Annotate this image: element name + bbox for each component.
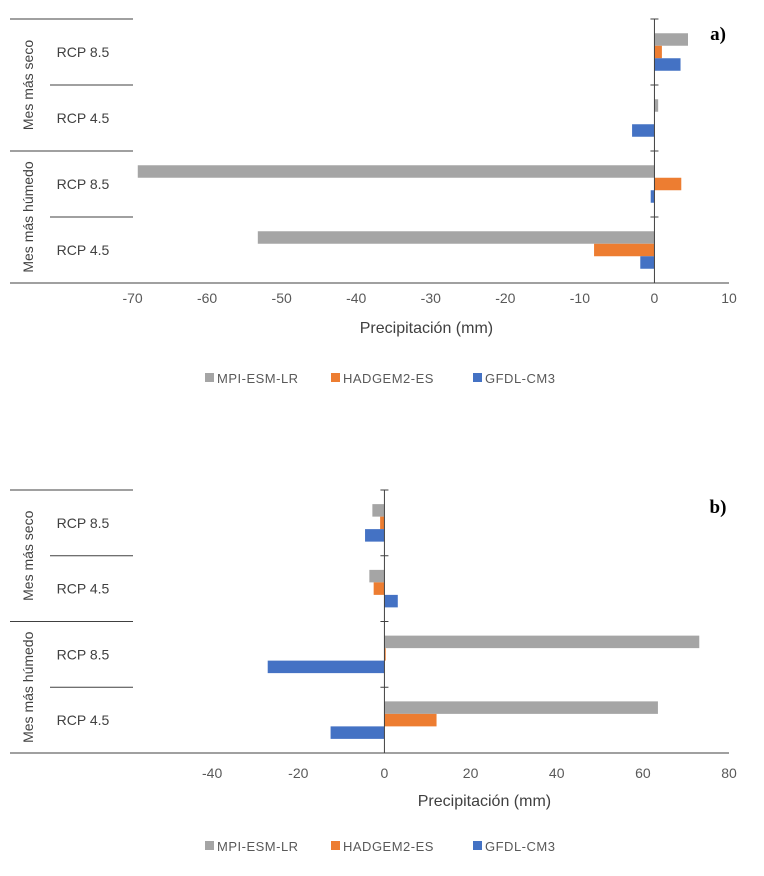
group-label-mes-mas-humedo: Mes más húmedo <box>20 631 36 742</box>
legend-label-gfdl-cm3: GFDL-CM3 <box>485 371 555 386</box>
legend-swatch-mpi-esm-lr <box>205 373 214 382</box>
legend-label-mpi-esm-lr: MPI-ESM-LR <box>217 371 299 386</box>
bar-mpi-esm-lr <box>257 231 655 244</box>
bar-gfdl-cm3 <box>650 190 655 203</box>
category-label: RCP 8.5 <box>57 176 110 192</box>
legend-swatch-gfdl-cm3 <box>473 841 482 850</box>
bar-hadgem2-es <box>654 177 682 191</box>
legend-label-mpi-esm-lr: MPI-ESM-LR <box>217 839 299 854</box>
x-tick-label: -40 <box>202 765 222 781</box>
legend-swatch-gfdl-cm3 <box>473 373 482 382</box>
category-label: RCP 8.5 <box>57 515 110 531</box>
x-tick-label: 40 <box>549 765 565 781</box>
group-label-mes-mas-seco: Mes más seco <box>20 40 36 130</box>
legend-label-hadgem2-es: HADGEM2-ES <box>343 371 434 386</box>
x-tick-label: 0 <box>381 765 389 781</box>
x-axis-title: Precipitación (mm) <box>418 793 551 810</box>
x-tick-label: -30 <box>421 290 441 306</box>
bar-gfdl-cm3 <box>632 124 655 137</box>
category-label: RCP 4.5 <box>57 581 110 597</box>
group-label-mes-mas-humedo: Mes más húmedo <box>20 161 36 272</box>
panel-label: a) <box>710 24 726 45</box>
bar-hadgem2-es <box>654 45 662 59</box>
category-label: RCP 8.5 <box>57 44 110 60</box>
x-tick-label: -50 <box>272 290 292 306</box>
category-label: RCP 4.5 <box>57 712 110 728</box>
chart-panel-b: RCP 8.5 RCP 4.5 Mes más seco RCP 8.5 RCP 4.5… <box>10 489 737 854</box>
legend-swatch-mpi-esm-lr <box>205 841 214 850</box>
bar-mpi-esm-lr <box>369 569 385 583</box>
bar-mpi-esm-lr <box>654 33 688 46</box>
x-tick-label: -20 <box>288 765 308 781</box>
bar-gfdl-cm3 <box>267 660 385 674</box>
bar-gfdl-cm3 <box>365 529 385 542</box>
bar-mpi-esm-lr <box>384 635 700 649</box>
group-label-mes-mas-seco: Mes más seco <box>20 510 36 600</box>
bar-hadgem2-es <box>373 582 385 595</box>
panel-label: b) <box>710 497 727 518</box>
bar-hadgem2-es <box>380 516 385 530</box>
x-tick-label: -70 <box>122 290 142 306</box>
bar-mpi-esm-lr <box>384 701 658 714</box>
x-axis-title: Precipitación (mm) <box>360 320 493 337</box>
bar-mpi-esm-lr <box>372 504 385 517</box>
x-tick-label: -60 <box>197 290 217 306</box>
bar-hadgem2-es <box>384 648 386 661</box>
legend-label-gfdl-cm3: GFDL-CM3 <box>485 839 555 854</box>
x-tick-label: 0 <box>651 290 659 306</box>
x-tick-label: -20 <box>495 290 515 306</box>
x-tick-label: 20 <box>463 765 479 781</box>
bar-hadgem2-es <box>384 713 437 727</box>
legend-swatch-hadgem2-es <box>331 841 340 850</box>
bar-hadgem2-es <box>594 243 655 257</box>
x-tick-label: 80 <box>721 765 737 781</box>
x-tick-label: 60 <box>635 765 651 781</box>
legend-label-hadgem2-es: HADGEM2-ES <box>343 839 434 854</box>
category-label: RCP 4.5 <box>57 242 110 258</box>
chart-panel-a: RCP 8.5 RCP 4.5 Mes más seco RCP 8.5 RCP 4.5… <box>10 18 737 386</box>
bar-gfdl-cm3 <box>654 58 681 71</box>
category-label: RCP 8.5 <box>57 646 110 662</box>
bar-gfdl-cm3 <box>640 256 655 269</box>
bar-mpi-esm-lr <box>137 165 655 178</box>
legend-swatch-hadgem2-es <box>331 373 340 382</box>
category-label: RCP 4.5 <box>57 110 110 126</box>
bar-gfdl-cm3 <box>330 726 385 739</box>
x-tick-label: 10 <box>721 290 737 306</box>
x-tick-label: -40 <box>346 290 366 306</box>
bar-gfdl-cm3 <box>384 594 398 608</box>
x-tick-label: -10 <box>570 290 590 306</box>
bar-mpi-esm-lr <box>654 99 659 112</box>
